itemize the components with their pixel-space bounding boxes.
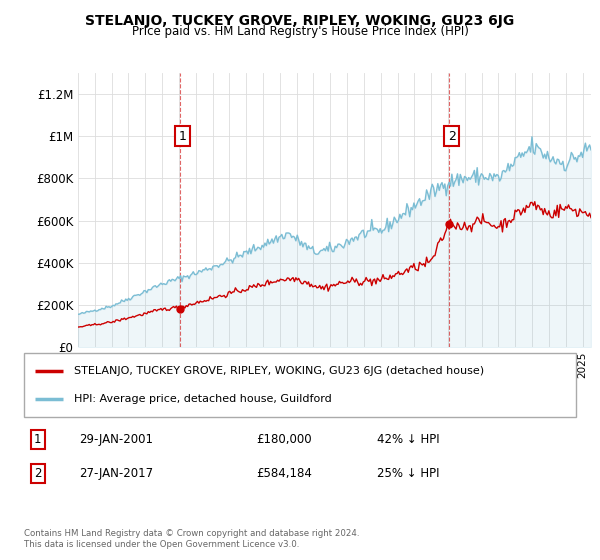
Text: Price paid vs. HM Land Registry's House Price Index (HPI): Price paid vs. HM Land Registry's House … <box>131 25 469 38</box>
Text: 2: 2 <box>448 129 456 143</box>
Text: STELANJO, TUCKEY GROVE, RIPLEY, WOKING, GU23 6JG (detached house): STELANJO, TUCKEY GROVE, RIPLEY, WOKING, … <box>74 366 484 376</box>
Text: HPI: Average price, detached house, Guildford: HPI: Average price, detached house, Guil… <box>74 394 331 404</box>
FancyBboxPatch shape <box>24 353 576 417</box>
Text: STELANJO, TUCKEY GROVE, RIPLEY, WOKING, GU23 6JG: STELANJO, TUCKEY GROVE, RIPLEY, WOKING, … <box>85 14 515 28</box>
Text: £180,000: £180,000 <box>256 433 311 446</box>
Text: 25% ↓ HPI: 25% ↓ HPI <box>377 467 440 480</box>
Text: 42% ↓ HPI: 42% ↓ HPI <box>377 433 440 446</box>
Text: 2: 2 <box>34 467 41 480</box>
Text: £584,184: £584,184 <box>256 467 312 480</box>
Text: 29-JAN-2001: 29-JAN-2001 <box>79 433 153 446</box>
Text: Contains HM Land Registry data © Crown copyright and database right 2024.
This d: Contains HM Land Registry data © Crown c… <box>24 529 359 549</box>
Text: 1: 1 <box>179 129 187 143</box>
Text: 27-JAN-2017: 27-JAN-2017 <box>79 467 154 480</box>
Text: 1: 1 <box>34 433 41 446</box>
